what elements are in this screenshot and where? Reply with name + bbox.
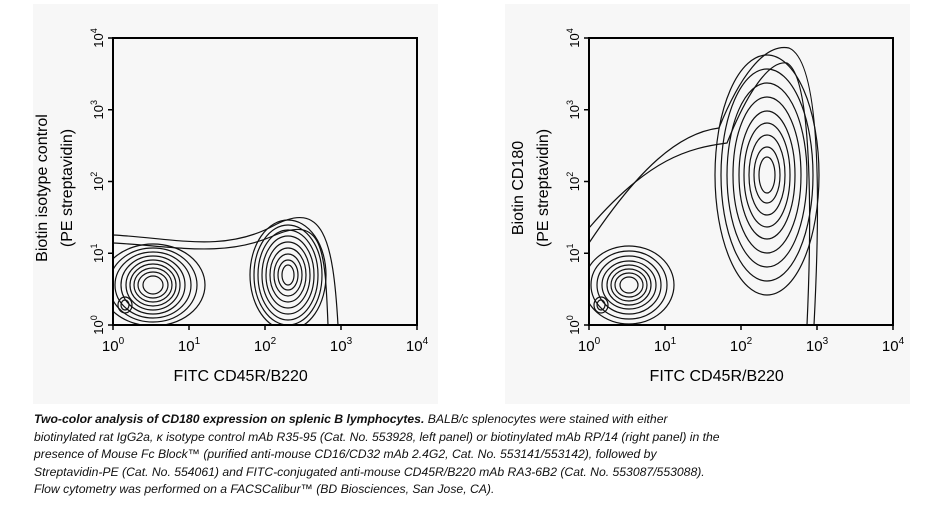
right-panel-background bbox=[505, 4, 910, 404]
contour-line bbox=[758, 156, 776, 194]
x-tick-label: 103 bbox=[330, 336, 353, 355]
contour-line bbox=[714, 54, 820, 296]
y-tick-label: 103 bbox=[89, 100, 106, 119]
y-axis-label: Biotin CD180 bbox=[510, 141, 527, 235]
contour-line bbox=[273, 253, 303, 297]
y-axis-label-secondary: (PE streptavidin) bbox=[535, 129, 552, 247]
y-tick-label: 102 bbox=[565, 172, 582, 191]
contours-right bbox=[589, 46, 820, 325]
contour-line bbox=[601, 260, 657, 310]
caption-line-3: presence of Mouse Fc Block™ (purified an… bbox=[34, 447, 657, 462]
caption-line-2: biotinylated rat IgG2a, κ isotype contro… bbox=[34, 429, 720, 444]
contour-line bbox=[593, 296, 609, 314]
contour-line bbox=[720, 68, 814, 282]
contour-line bbox=[133, 267, 173, 303]
contour-line bbox=[113, 243, 206, 325]
x-tick-label: 102 bbox=[254, 336, 277, 355]
contour-line bbox=[129, 263, 177, 307]
caption-line-1: BALB/c splenocytes were stained with eit… bbox=[424, 412, 668, 426]
contour-line bbox=[137, 271, 169, 299]
contour-line bbox=[732, 96, 802, 254]
x-tick-label: 102 bbox=[730, 336, 753, 355]
x-tick-label: 100 bbox=[578, 336, 601, 355]
contour-line bbox=[738, 110, 796, 240]
contour-line bbox=[726, 82, 808, 268]
contour-line bbox=[125, 259, 181, 311]
x-tick-label: 101 bbox=[654, 336, 677, 355]
x-tick-label: 101 bbox=[178, 336, 201, 355]
y-tick-label: 104 bbox=[89, 28, 106, 47]
contour-line bbox=[113, 247, 198, 323]
contour-line bbox=[113, 216, 339, 325]
y-tick-label: 101 bbox=[89, 244, 106, 263]
contour-line bbox=[120, 255, 186, 315]
caption-line-5: Flow cytometry was performed on a FACSCa… bbox=[34, 482, 495, 497]
contour-line bbox=[590, 250, 668, 320]
contour-line bbox=[614, 272, 644, 298]
x-tick-label: 104 bbox=[406, 336, 429, 355]
contour-line bbox=[281, 264, 295, 286]
x-axis-label: FITC CD45R/B220 bbox=[650, 368, 784, 385]
x-tick-label: 104 bbox=[882, 336, 905, 355]
contour-line bbox=[596, 255, 662, 315]
y-tick-label: 100 bbox=[565, 315, 582, 334]
caption-line-4: Streptavidin-PE (Cat. No. 554061) and FI… bbox=[34, 464, 705, 479]
plot-frame-left bbox=[112, 37, 418, 326]
contour-line bbox=[596, 299, 606, 311]
contour-line bbox=[269, 247, 307, 303]
contour-line bbox=[113, 228, 329, 325]
contour-line bbox=[619, 276, 639, 294]
y-axis-label-secondary: (PE streptavidin) bbox=[59, 129, 76, 247]
contour-line bbox=[753, 146, 781, 204]
caption-title: Two-color analysis of CD180 expression o… bbox=[34, 412, 425, 426]
contour-line bbox=[265, 241, 311, 309]
contour-line bbox=[589, 62, 811, 325]
contour-line bbox=[142, 275, 164, 295]
contour-line bbox=[743, 122, 791, 228]
y-tick-label: 100 bbox=[89, 315, 106, 334]
y-tick-label: 104 bbox=[565, 28, 582, 47]
y-tick-label: 102 bbox=[89, 172, 106, 191]
y-axis-label: Biotin isotype control bbox=[34, 114, 51, 262]
contour-line bbox=[253, 224, 323, 325]
contour-line bbox=[114, 251, 192, 319]
plot-frame-right bbox=[588, 37, 894, 326]
contour-line bbox=[261, 235, 315, 315]
contour-line bbox=[606, 264, 652, 306]
contour-line bbox=[748, 134, 786, 216]
contours-left bbox=[113, 216, 339, 325]
x-tick-label: 103 bbox=[806, 336, 829, 355]
contour-line bbox=[120, 299, 130, 311]
contour-line bbox=[117, 296, 133, 314]
figure-caption: Two-color analysis of CD180 expression o… bbox=[34, 411, 894, 499]
y-tick-label: 101 bbox=[565, 244, 582, 263]
panel-left: 100 100 101 101 102 102 103 103 104 104 FITC CD45R… bbox=[34, 28, 429, 385]
panel-right: 100 100 101 101 102 102 103 103 104 104 FITC CD45R… bbox=[510, 28, 905, 385]
y-tick-label: 103 bbox=[565, 100, 582, 119]
contour-line bbox=[589, 46, 819, 325]
contour-line bbox=[610, 268, 648, 302]
left-panel-background bbox=[33, 4, 438, 404]
contour-line bbox=[257, 229, 319, 321]
x-tick-label: 100 bbox=[102, 336, 125, 355]
contour-plots: 100 100 101 101 102 102 103 103 104 104 FITC CD45R… bbox=[34, 28, 905, 385]
x-axis-label: FITC CD45R/B220 bbox=[174, 368, 308, 385]
contour-line bbox=[277, 259, 299, 291]
